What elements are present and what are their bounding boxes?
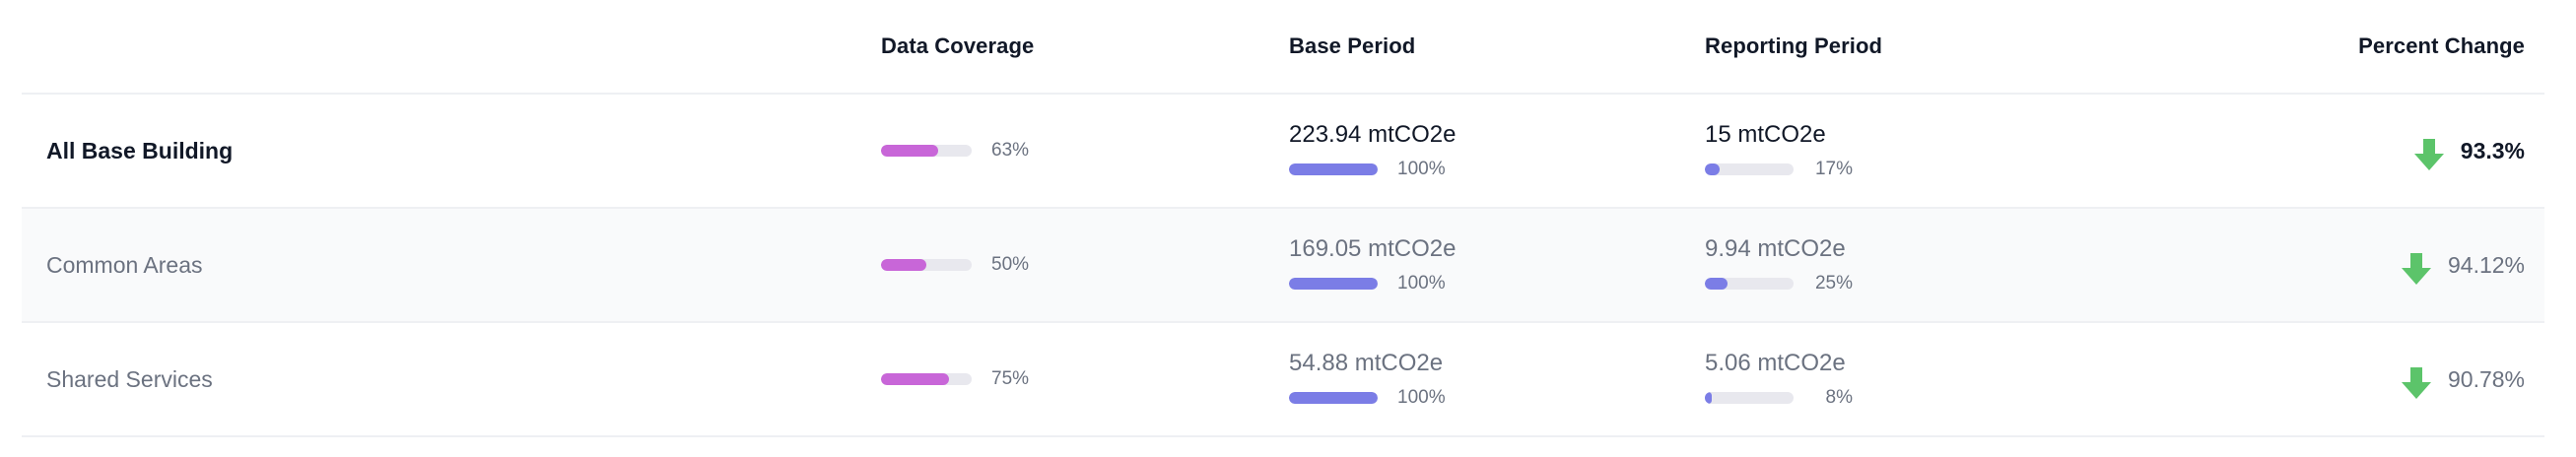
header-data-coverage-label: Data Coverage [881,33,1035,58]
base-period-percent: 100% [1397,273,1446,294]
base-period-value: 54.88 mtCO2e [1289,350,1444,376]
reporting-period-progress-bar [1705,163,1794,175]
header-base-period[interactable]: Base Period [1289,0,1683,93]
arrow-down-icon [2413,139,2444,170]
reporting-period-percent: 25% [1814,273,1853,294]
header-reporting-period[interactable]: Reporting Period [1705,0,2119,93]
row-name: All Base Building [46,137,234,163]
reporting-period-percent: 8% [1825,387,1853,408]
base-period-value: 169.05 mtCO2e [1289,235,1457,262]
header-percent-change-label: Percent Change [2358,33,2525,58]
arrow-down-icon [2401,253,2431,285]
reporting-period-value: 5.06 mtCO2e [1705,350,1846,376]
percent-change-value: 94.12% [2447,251,2525,278]
coverage-percent: 75% [991,368,1030,389]
table-header-row: Data Coverage Base Period Reporting Peri… [22,0,2544,95]
coverage-progress-bar [881,259,972,271]
reporting-period-value: 15 mtCO2e [1705,121,1826,148]
coverage-progress-bar [881,145,972,157]
header-base-period-label: Base Period [1289,33,1416,58]
coverage-progress-bar [881,373,972,385]
base-period-percent: 100% [1397,159,1446,179]
base-period-progress-fill [1289,392,1378,404]
reporting-period-progress-fill [1705,163,1721,175]
reporting-period-progress-fill [1705,278,1728,290]
percent-change-value: 90.78% [2447,365,2525,392]
reporting-period-progress-bar [1705,278,1794,290]
reporting-period-percent: 17% [1814,159,1853,179]
reporting-period-value: 9.94 mtCO2e [1705,235,1846,262]
header-reporting-period-label: Reporting Period [1705,33,1883,58]
base-period-progress-bar [1289,392,1378,404]
row-name: Shared Services [46,365,213,392]
coverage-progress-fill [881,145,938,157]
table-row[interactable]: All Base Building 63% 223.94 mtCO2e 100% [22,95,2544,209]
base-period-progress-fill [1289,163,1378,175]
table-row[interactable]: Common Areas 50% 169.05 mtCO2e 100% 9.94 [22,209,2544,323]
header-data-coverage[interactable]: Data Coverage [881,0,1255,93]
coverage-percent: 63% [991,140,1030,161]
coverage-progress-fill [881,373,949,385]
base-period-progress-fill [1289,278,1378,290]
base-period-progress-bar [1289,163,1378,175]
row-name: Common Areas [46,251,203,278]
emissions-table: Data Coverage Base Period Reporting Peri… [22,0,2544,437]
table-row[interactable]: Shared Services 75% 54.88 mtCO2e 100% 5.… [22,323,2544,437]
arrow-down-icon [2401,367,2431,399]
header-percent-change[interactable]: Percent Change [2131,0,2525,93]
coverage-percent: 50% [991,254,1030,275]
percent-change-value: 93.3% [2460,137,2525,163]
base-period-percent: 100% [1397,387,1446,408]
header-name [46,0,854,93]
coverage-progress-fill [881,259,926,271]
reporting-period-progress-bar [1705,392,1794,404]
base-period-progress-bar [1289,278,1378,290]
reporting-period-progress-fill [1705,392,1713,404]
base-period-value: 223.94 mtCO2e [1289,121,1457,148]
